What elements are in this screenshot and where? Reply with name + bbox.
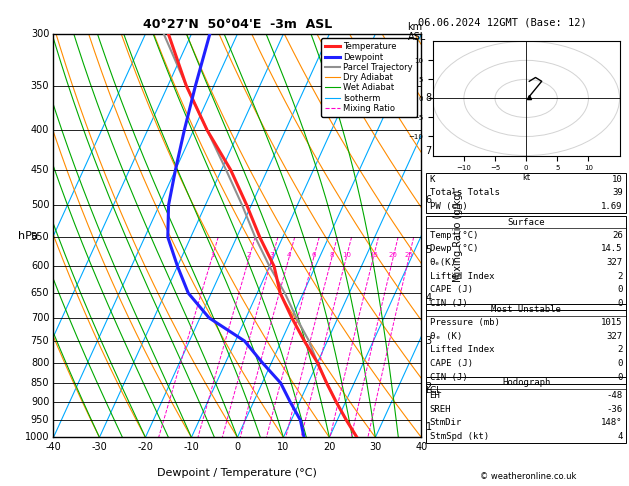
Title: 40°27'N  50°04'E  -3m  ASL: 40°27'N 50°04'E -3m ASL [143, 18, 332, 32]
Text: 30: 30 [369, 442, 381, 451]
Text: 600: 600 [31, 261, 49, 271]
Text: 8: 8 [330, 252, 334, 258]
Text: 1000: 1000 [25, 433, 49, 442]
Text: Lifted Index: Lifted Index [430, 346, 494, 354]
Text: 750: 750 [31, 336, 49, 346]
Text: PW (cm): PW (cm) [430, 202, 467, 211]
Text: 7: 7 [425, 146, 431, 156]
Text: 10: 10 [342, 252, 351, 258]
Text: 06.06.2024 12GMT (Base: 12): 06.06.2024 12GMT (Base: 12) [418, 17, 587, 27]
Text: 10: 10 [612, 175, 623, 184]
Text: θₑ(K): θₑ(K) [430, 258, 457, 267]
Text: 2: 2 [425, 382, 431, 392]
Legend: Temperature, Dewpoint, Parcel Trajectory, Dry Adiabat, Wet Adiabat, Isotherm, Mi: Temperature, Dewpoint, Parcel Trajectory… [321, 38, 417, 117]
Text: 0: 0 [235, 442, 240, 451]
Text: 800: 800 [31, 358, 49, 367]
Text: 350: 350 [31, 81, 49, 91]
Text: 3: 3 [270, 252, 274, 258]
Text: StmSpd (kt): StmSpd (kt) [430, 432, 489, 441]
Text: 0: 0 [617, 299, 623, 308]
Text: 300: 300 [31, 29, 49, 39]
Text: 20: 20 [323, 442, 335, 451]
Text: CAPE (J): CAPE (J) [430, 359, 472, 368]
Text: 3: 3 [425, 336, 431, 346]
Text: 900: 900 [31, 397, 49, 407]
Text: Dewpoint / Temperature (°C): Dewpoint / Temperature (°C) [157, 468, 318, 478]
Text: 950: 950 [31, 415, 49, 425]
Text: 2: 2 [617, 272, 623, 280]
Text: 327: 327 [606, 332, 623, 341]
Text: ASL: ASL [408, 32, 426, 42]
Text: Pressure (mb): Pressure (mb) [430, 318, 499, 327]
Text: Hodograph: Hodograph [502, 378, 550, 387]
Text: Temp (°C): Temp (°C) [430, 231, 478, 240]
X-axis label: kt: kt [522, 173, 530, 182]
Text: CAPE (J): CAPE (J) [430, 285, 472, 294]
Text: 4: 4 [425, 293, 431, 303]
Text: 650: 650 [31, 288, 49, 298]
Text: 500: 500 [31, 200, 49, 210]
Text: 5: 5 [425, 245, 431, 255]
Text: SREH: SREH [430, 405, 451, 414]
Text: Lifted Index: Lifted Index [430, 272, 494, 280]
Text: 20: 20 [389, 252, 398, 258]
Text: K: K [430, 175, 435, 184]
Text: 0: 0 [617, 285, 623, 294]
Text: 6: 6 [425, 195, 431, 206]
Text: 327: 327 [606, 258, 623, 267]
Text: km: km [408, 22, 423, 32]
Text: Mixing Ratio (g/kg): Mixing Ratio (g/kg) [453, 190, 462, 282]
Text: hPa: hPa [18, 231, 38, 241]
Text: -10: -10 [184, 442, 199, 451]
Text: Surface: Surface [508, 218, 545, 227]
Text: 2: 2 [617, 346, 623, 354]
Text: 850: 850 [31, 378, 49, 388]
Text: -30: -30 [92, 442, 108, 451]
Text: 4: 4 [287, 252, 291, 258]
Text: 6: 6 [311, 252, 316, 258]
Text: 39: 39 [612, 189, 623, 197]
Text: Totals Totals: Totals Totals [430, 189, 499, 197]
Text: 1: 1 [425, 422, 431, 432]
Text: LCL: LCL [425, 386, 442, 395]
Text: 1015: 1015 [601, 318, 623, 327]
Text: 1.69: 1.69 [601, 202, 623, 211]
Text: -40: -40 [45, 442, 62, 451]
Text: 1: 1 [209, 252, 214, 258]
Text: 26: 26 [612, 231, 623, 240]
Text: -20: -20 [138, 442, 153, 451]
Text: 0: 0 [617, 359, 623, 368]
Text: θₑ (K): θₑ (K) [430, 332, 462, 341]
Text: © weatheronline.co.uk: © weatheronline.co.uk [480, 472, 577, 481]
Text: 25: 25 [404, 252, 413, 258]
Text: 700: 700 [31, 313, 49, 323]
Text: 40: 40 [415, 442, 428, 451]
Text: 550: 550 [31, 232, 49, 242]
Text: 450: 450 [31, 165, 49, 175]
Text: -48: -48 [606, 391, 623, 400]
Text: Dewp (°C): Dewp (°C) [430, 244, 478, 253]
Text: 10: 10 [277, 442, 289, 451]
Text: 8: 8 [425, 93, 431, 103]
Text: 2: 2 [247, 252, 252, 258]
Text: 15: 15 [369, 252, 378, 258]
Text: CIN (J): CIN (J) [430, 373, 467, 382]
Text: -36: -36 [606, 405, 623, 414]
Text: StmDir: StmDir [430, 418, 462, 427]
Text: 148°: 148° [601, 418, 623, 427]
Text: 14.5: 14.5 [601, 244, 623, 253]
Text: 400: 400 [31, 125, 49, 136]
Text: 4: 4 [617, 432, 623, 441]
Text: Most Unstable: Most Unstable [491, 305, 561, 314]
Text: EH: EH [430, 391, 440, 400]
Text: CIN (J): CIN (J) [430, 299, 467, 308]
Text: 0: 0 [617, 373, 623, 382]
